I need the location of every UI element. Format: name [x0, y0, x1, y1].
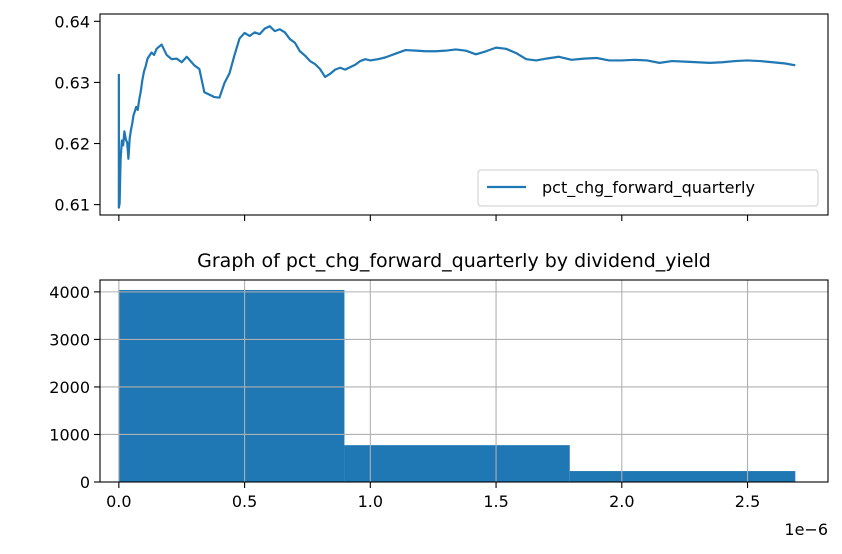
chart-title: Graph of pct_chg_forward_quarterly by di…: [197, 250, 711, 272]
histogram-bar: [344, 445, 570, 482]
histogram-bar: [118, 289, 345, 482]
line-chart-panel: 0.61 0.62 0.63 0.64 pct_chg_forward_quarter…: [54, 12, 829, 221]
y-tick-label: 1000: [49, 425, 90, 444]
x-tick-label: 1.0: [358, 492, 383, 511]
histogram-frame: [99, 279, 829, 483]
histogram-bar: [569, 471, 796, 482]
line-chart-x-axis: [118, 215, 749, 221]
y-tick-label: 4000: [49, 283, 90, 302]
y-tick-label: 3000: [49, 330, 90, 349]
x-offset-label: 1e−6: [784, 520, 828, 539]
line-chart-y-axis: 0.61 0.62 0.63 0.64: [54, 12, 100, 215]
y-tick-label: 0: [80, 473, 90, 492]
legend-label: pct_chg_forward_quarterly: [542, 178, 755, 198]
legend: pct_chg_forward_quarterly: [477, 169, 819, 207]
line-chart-frame: [99, 13, 829, 216]
legend-box: [477, 169, 819, 207]
y-tick-label: 0.61: [54, 196, 90, 215]
series-line-pct-chg-forward-quarterly: [117, 25, 796, 209]
y-tick-label: 0.64: [54, 12, 90, 31]
y-tick-label: 0.62: [54, 135, 90, 154]
histogram-bars: [118, 289, 796, 482]
x-tick-label: 2.5: [735, 492, 760, 511]
histogram-x-axis: 0.0 0.5 1.0 1.5 2.0 2.5: [106, 482, 760, 511]
histogram-panel: Graph of pct_chg_forward_quarterly by di…: [49, 250, 829, 539]
y-tick-label: 2000: [49, 378, 90, 397]
x-tick-label: 1.5: [483, 492, 508, 511]
x-tick-label: 0.0: [106, 492, 131, 511]
histogram-y-axis: 0 1000 2000 3000 4000: [49, 283, 100, 492]
y-tick-label: 0.63: [54, 73, 90, 92]
x-tick-label: 2.0: [609, 492, 634, 511]
x-tick-label: 0.5: [232, 492, 257, 511]
